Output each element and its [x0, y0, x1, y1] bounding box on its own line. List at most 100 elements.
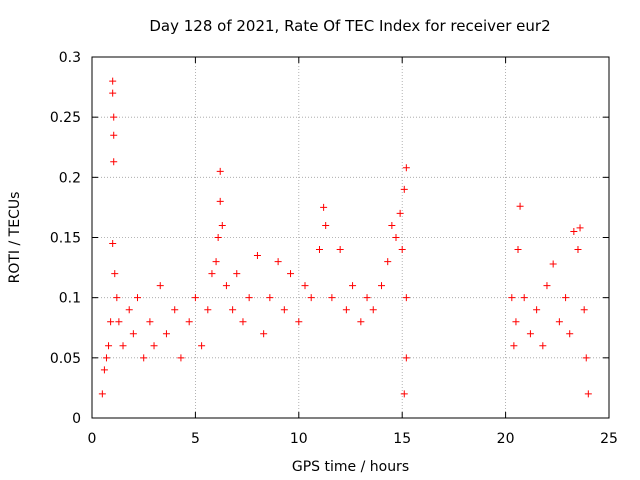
data-point [133, 294, 141, 302]
data-point [512, 318, 520, 326]
data-point [150, 342, 158, 350]
y-tick-label: 0.15 [50, 231, 81, 247]
data-point [110, 113, 118, 121]
y-tick-label: 0.25 [50, 110, 81, 126]
data-point [580, 306, 588, 314]
data-point [549, 260, 557, 268]
data-point [301, 282, 309, 290]
data-point [584, 390, 592, 398]
data-point [208, 270, 216, 278]
x-tick-label: 20 [497, 431, 515, 447]
y-axis-label: ROTI / TECUs [7, 192, 23, 284]
data-point [274, 258, 282, 266]
data-point [402, 164, 410, 172]
data-point [566, 330, 574, 338]
y-tick-label: 0.3 [59, 50, 81, 66]
data-point [400, 185, 408, 193]
data-point [398, 246, 406, 254]
data-point [357, 318, 365, 326]
x-axis-label: GPS time / hours [292, 459, 409, 475]
data-point [369, 306, 377, 314]
data-point [110, 158, 118, 166]
data-point [110, 131, 118, 139]
data-point [119, 342, 127, 350]
data-point [109, 89, 117, 97]
data-point [98, 390, 106, 398]
data-point [111, 270, 119, 278]
data-point [102, 354, 110, 362]
data-point [322, 221, 330, 229]
data-point [516, 202, 524, 210]
data-point [222, 282, 230, 290]
data-point [109, 240, 117, 248]
data-point [315, 246, 323, 254]
data-point [245, 294, 253, 302]
data-point [125, 306, 133, 314]
data-point [363, 294, 371, 302]
data-point [109, 77, 117, 85]
data-point [543, 282, 551, 290]
data-point [378, 282, 386, 290]
data-point [510, 342, 518, 350]
data-point [307, 294, 315, 302]
data-point [129, 330, 137, 338]
x-tick-label: 0 [88, 431, 97, 447]
data-point [342, 306, 350, 314]
data-point [218, 221, 226, 229]
data-point [388, 221, 396, 229]
data-point [100, 366, 108, 374]
axis-ticks [91, 56, 610, 419]
y-tick-label: 0 [72, 411, 81, 427]
data-point [260, 330, 268, 338]
data-point [204, 306, 212, 314]
data-point [280, 306, 288, 314]
data-point [295, 318, 303, 326]
data-point [113, 294, 121, 302]
data-point [336, 246, 344, 254]
data-point [171, 306, 179, 314]
x-tick-label: 25 [600, 431, 618, 447]
data-point [520, 294, 528, 302]
data-point [266, 294, 274, 302]
data-point [253, 252, 261, 260]
data-point [508, 294, 516, 302]
data-point [191, 294, 199, 302]
data-point [402, 294, 410, 302]
data-point [526, 330, 534, 338]
tick-labels: 0 5 10 15 20 25 0 0.05 0.1 0.15 0.2 0.25 0.3 [50, 50, 618, 447]
data-point [198, 342, 206, 350]
data-point [156, 282, 164, 290]
data-point [555, 318, 563, 326]
data-point [392, 234, 400, 241]
data-point [105, 342, 113, 350]
data-point [162, 330, 170, 338]
data-point [514, 246, 522, 254]
data-point [212, 258, 220, 266]
data-points [98, 77, 592, 398]
data-point [384, 258, 392, 266]
data-point [533, 306, 541, 314]
x-tick-label: 5 [191, 431, 200, 447]
data-point [320, 203, 328, 211]
data-point [570, 227, 578, 235]
data-point [402, 354, 410, 362]
data-point [239, 318, 247, 326]
data-point [400, 390, 408, 398]
data-point [287, 270, 295, 278]
x-tick-label: 15 [393, 431, 411, 447]
data-point [216, 197, 224, 205]
data-point [115, 318, 123, 326]
chart-title: Day 128 of 2021, Rate Of TEC Index for r… [149, 17, 551, 35]
data-point [233, 270, 241, 278]
data-point [214, 234, 222, 241]
data-point [107, 318, 115, 326]
data-point [229, 306, 237, 314]
data-point [328, 294, 336, 302]
y-tick-label: 0.1 [59, 291, 81, 307]
data-point [396, 209, 404, 217]
y-tick-label: 0.05 [50, 351, 81, 367]
data-point [576, 224, 584, 232]
data-point [582, 354, 590, 362]
data-point [539, 342, 547, 350]
